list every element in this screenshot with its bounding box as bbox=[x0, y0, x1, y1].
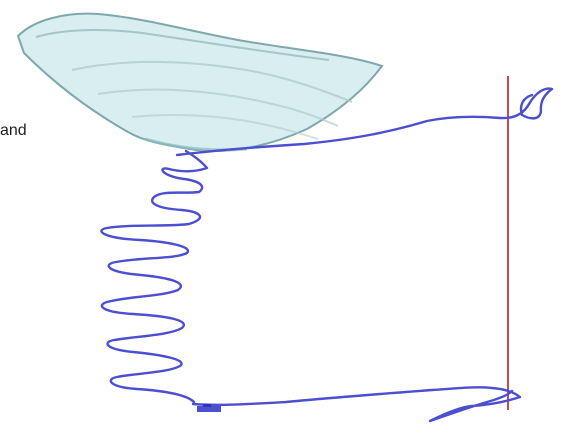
basket-outline bbox=[16, 12, 384, 153]
left-coil-path bbox=[100, 149, 209, 404]
basket-fold-c bbox=[131, 114, 319, 140]
text-fragment: and bbox=[0, 122, 27, 139]
basket-illustration bbox=[16, 12, 384, 153]
basket-rim bbox=[35, 29, 330, 61]
basket-fold-b bbox=[97, 88, 339, 127]
bottom-left-accent bbox=[197, 404, 221, 412]
basket-fold-a bbox=[71, 60, 353, 103]
top-rope-path bbox=[175, 87, 554, 157]
bottom-rope-path bbox=[191, 386, 522, 423]
